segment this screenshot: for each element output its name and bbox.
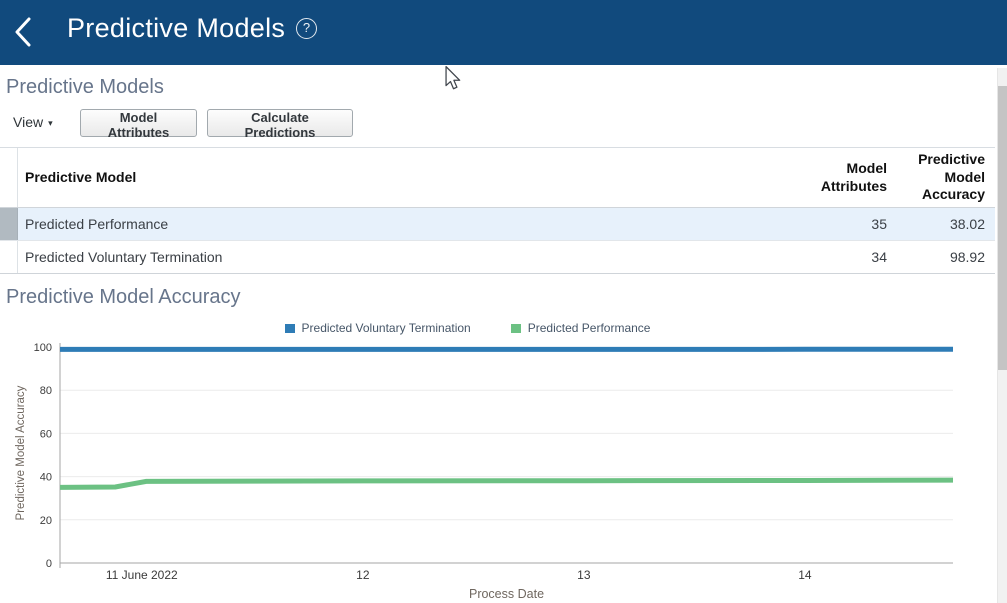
back-button[interactable]	[12, 16, 36, 48]
x-axis-title: Process Date	[468, 587, 545, 601]
cell-model-attributes: 34	[871, 249, 887, 265]
svg-text:11 June 2022: 11 June 2022	[106, 568, 178, 582]
cell-accuracy: 98.92	[949, 249, 985, 265]
row-selection-gutter[interactable]	[0, 241, 18, 273]
scrollbar-thumb[interactable]	[998, 86, 1007, 370]
legend-item[interactable]: Predicted Voluntary Termination	[284, 321, 471, 335]
svg-text:0: 0	[46, 558, 52, 570]
legend-label: Predicted Performance	[527, 321, 651, 335]
cell-model-attributes: 35	[871, 216, 887, 232]
legend-swatch-blue	[284, 323, 295, 333]
svg-text:60: 60	[40, 428, 52, 440]
svg-text:80: 80	[40, 385, 52, 397]
table-row[interactable]: Predicted Voluntary Termination 34 98.92	[0, 241, 995, 274]
legend-item[interactable]: Predicted Performance	[510, 321, 651, 335]
legend-label: Predicted Voluntary Termination	[301, 321, 471, 335]
svg-text:13: 13	[577, 568, 591, 582]
accuracy-line-chart[interactable]: 0 20 40 60 80 100 11 June 2022 12 13 14	[0, 335, 995, 585]
table-header-gutter	[0, 148, 18, 207]
vertical-scrollbar[interactable]	[997, 68, 1007, 603]
svg-text:40: 40	[40, 472, 52, 484]
chevron-down-icon: ▾	[48, 118, 53, 128]
calculate-predictions-button[interactable]: Calculate Predictions	[207, 109, 353, 140]
mouse-cursor	[445, 66, 461, 90]
column-header-model-attributes[interactable]: Model Attributes	[820, 160, 887, 194]
table-row[interactable]: Predicted Performance 35 38.02	[0, 208, 995, 241]
svg-text:20: 20	[40, 515, 52, 527]
svg-text:12: 12	[356, 568, 370, 582]
help-icon[interactable]: ?	[296, 18, 317, 39]
row-selection-gutter[interactable]	[0, 208, 18, 240]
svg-text:14: 14	[798, 568, 812, 582]
model-attributes-button[interactable]: Model Attributes	[80, 109, 197, 140]
column-header-predictive-model[interactable]: Predictive Model	[25, 168, 137, 185]
table-header-row: Predictive Model Model Attributes Predic…	[0, 148, 995, 208]
column-header-accuracy[interactable]: Predictive Model Accuracy	[918, 151, 985, 203]
view-menu-label: View	[13, 114, 44, 130]
cell-model-name: Predicted Performance	[25, 216, 169, 232]
app-bar: Predictive Models ?	[0, 0, 1007, 65]
app-bar-title: Predictive Models	[67, 13, 286, 43]
legend-swatch-green	[510, 323, 521, 333]
chart-legend: Predicted Voluntary Termination Predicte…	[0, 321, 935, 335]
page-title: Predictive Models	[6, 76, 164, 98]
y-axis-title: Predictive Model Accuracy	[15, 385, 27, 521]
svg-text:100: 100	[34, 342, 52, 354]
view-menu-button[interactable]: View ▾	[13, 114, 53, 130]
cell-model-name: Predicted Voluntary Termination	[25, 249, 223, 265]
predictive-models-table: Predictive Model Model Attributes Predic…	[0, 147, 995, 274]
chart-section-title: Predictive Model Accuracy	[6, 286, 241, 308]
back-chevron-icon	[15, 17, 31, 47]
cell-accuracy: 38.02	[949, 216, 985, 232]
